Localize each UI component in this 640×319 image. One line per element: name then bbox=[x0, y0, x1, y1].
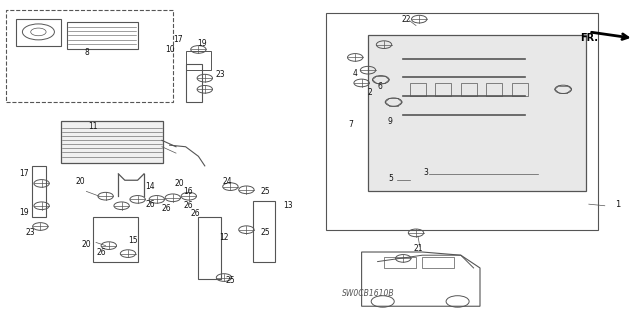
Text: SW0CB1610B: SW0CB1610B bbox=[342, 289, 395, 298]
Text: 7: 7 bbox=[348, 120, 353, 129]
Text: 3: 3 bbox=[423, 168, 428, 177]
Text: 19: 19 bbox=[196, 39, 207, 48]
Text: 13: 13 bbox=[283, 201, 293, 210]
Text: 26: 26 bbox=[161, 204, 172, 213]
Text: 16: 16 bbox=[182, 187, 193, 196]
Text: 21: 21 bbox=[413, 244, 422, 253]
Text: 14: 14 bbox=[145, 182, 156, 191]
Text: 23: 23 bbox=[216, 70, 226, 79]
Text: 11: 11 bbox=[88, 122, 97, 130]
Text: 26: 26 bbox=[145, 200, 156, 209]
Bar bbox=[461, 83, 477, 96]
Text: 25: 25 bbox=[225, 276, 236, 285]
Bar bbox=[186, 64, 202, 102]
Text: 23: 23 bbox=[26, 228, 36, 237]
Bar bbox=[61, 121, 163, 163]
Text: 20: 20 bbox=[76, 177, 86, 186]
Text: 5: 5 bbox=[388, 174, 393, 183]
Text: 12: 12 bbox=[220, 233, 228, 242]
Text: 24: 24 bbox=[222, 177, 232, 186]
Text: 2: 2 bbox=[367, 88, 372, 97]
Text: 4: 4 bbox=[353, 69, 358, 78]
Bar bbox=[435, 83, 451, 96]
Bar bbox=[6, 10, 173, 102]
Bar bbox=[32, 166, 46, 217]
Text: 22: 22 bbox=[402, 15, 411, 24]
Polygon shape bbox=[368, 35, 586, 191]
Text: 8: 8 bbox=[84, 48, 89, 57]
Text: 15: 15 bbox=[128, 236, 138, 245]
Text: FR.: FR. bbox=[580, 33, 598, 43]
Text: 26: 26 bbox=[190, 209, 200, 218]
Bar bbox=[67, 22, 138, 49]
Text: 20: 20 bbox=[174, 179, 184, 188]
Text: 17: 17 bbox=[19, 169, 29, 178]
Text: 9: 9 bbox=[388, 117, 393, 126]
Text: 19: 19 bbox=[19, 208, 29, 217]
Bar bbox=[410, 83, 426, 96]
Text: 26: 26 bbox=[184, 201, 194, 210]
Text: 25: 25 bbox=[260, 228, 271, 237]
Text: 17: 17 bbox=[173, 35, 183, 44]
Bar bbox=[186, 51, 211, 70]
Bar bbox=[384, 257, 416, 268]
Bar bbox=[512, 83, 528, 96]
Text: 25: 25 bbox=[260, 187, 271, 196]
Text: 26: 26 bbox=[96, 248, 106, 256]
Bar bbox=[16, 19, 61, 46]
Text: 20: 20 bbox=[81, 240, 92, 249]
Bar bbox=[422, 257, 454, 268]
Text: 1: 1 bbox=[615, 200, 620, 209]
Text: 10: 10 bbox=[164, 45, 175, 54]
Bar bbox=[486, 83, 502, 96]
Text: 6: 6 bbox=[377, 82, 382, 91]
